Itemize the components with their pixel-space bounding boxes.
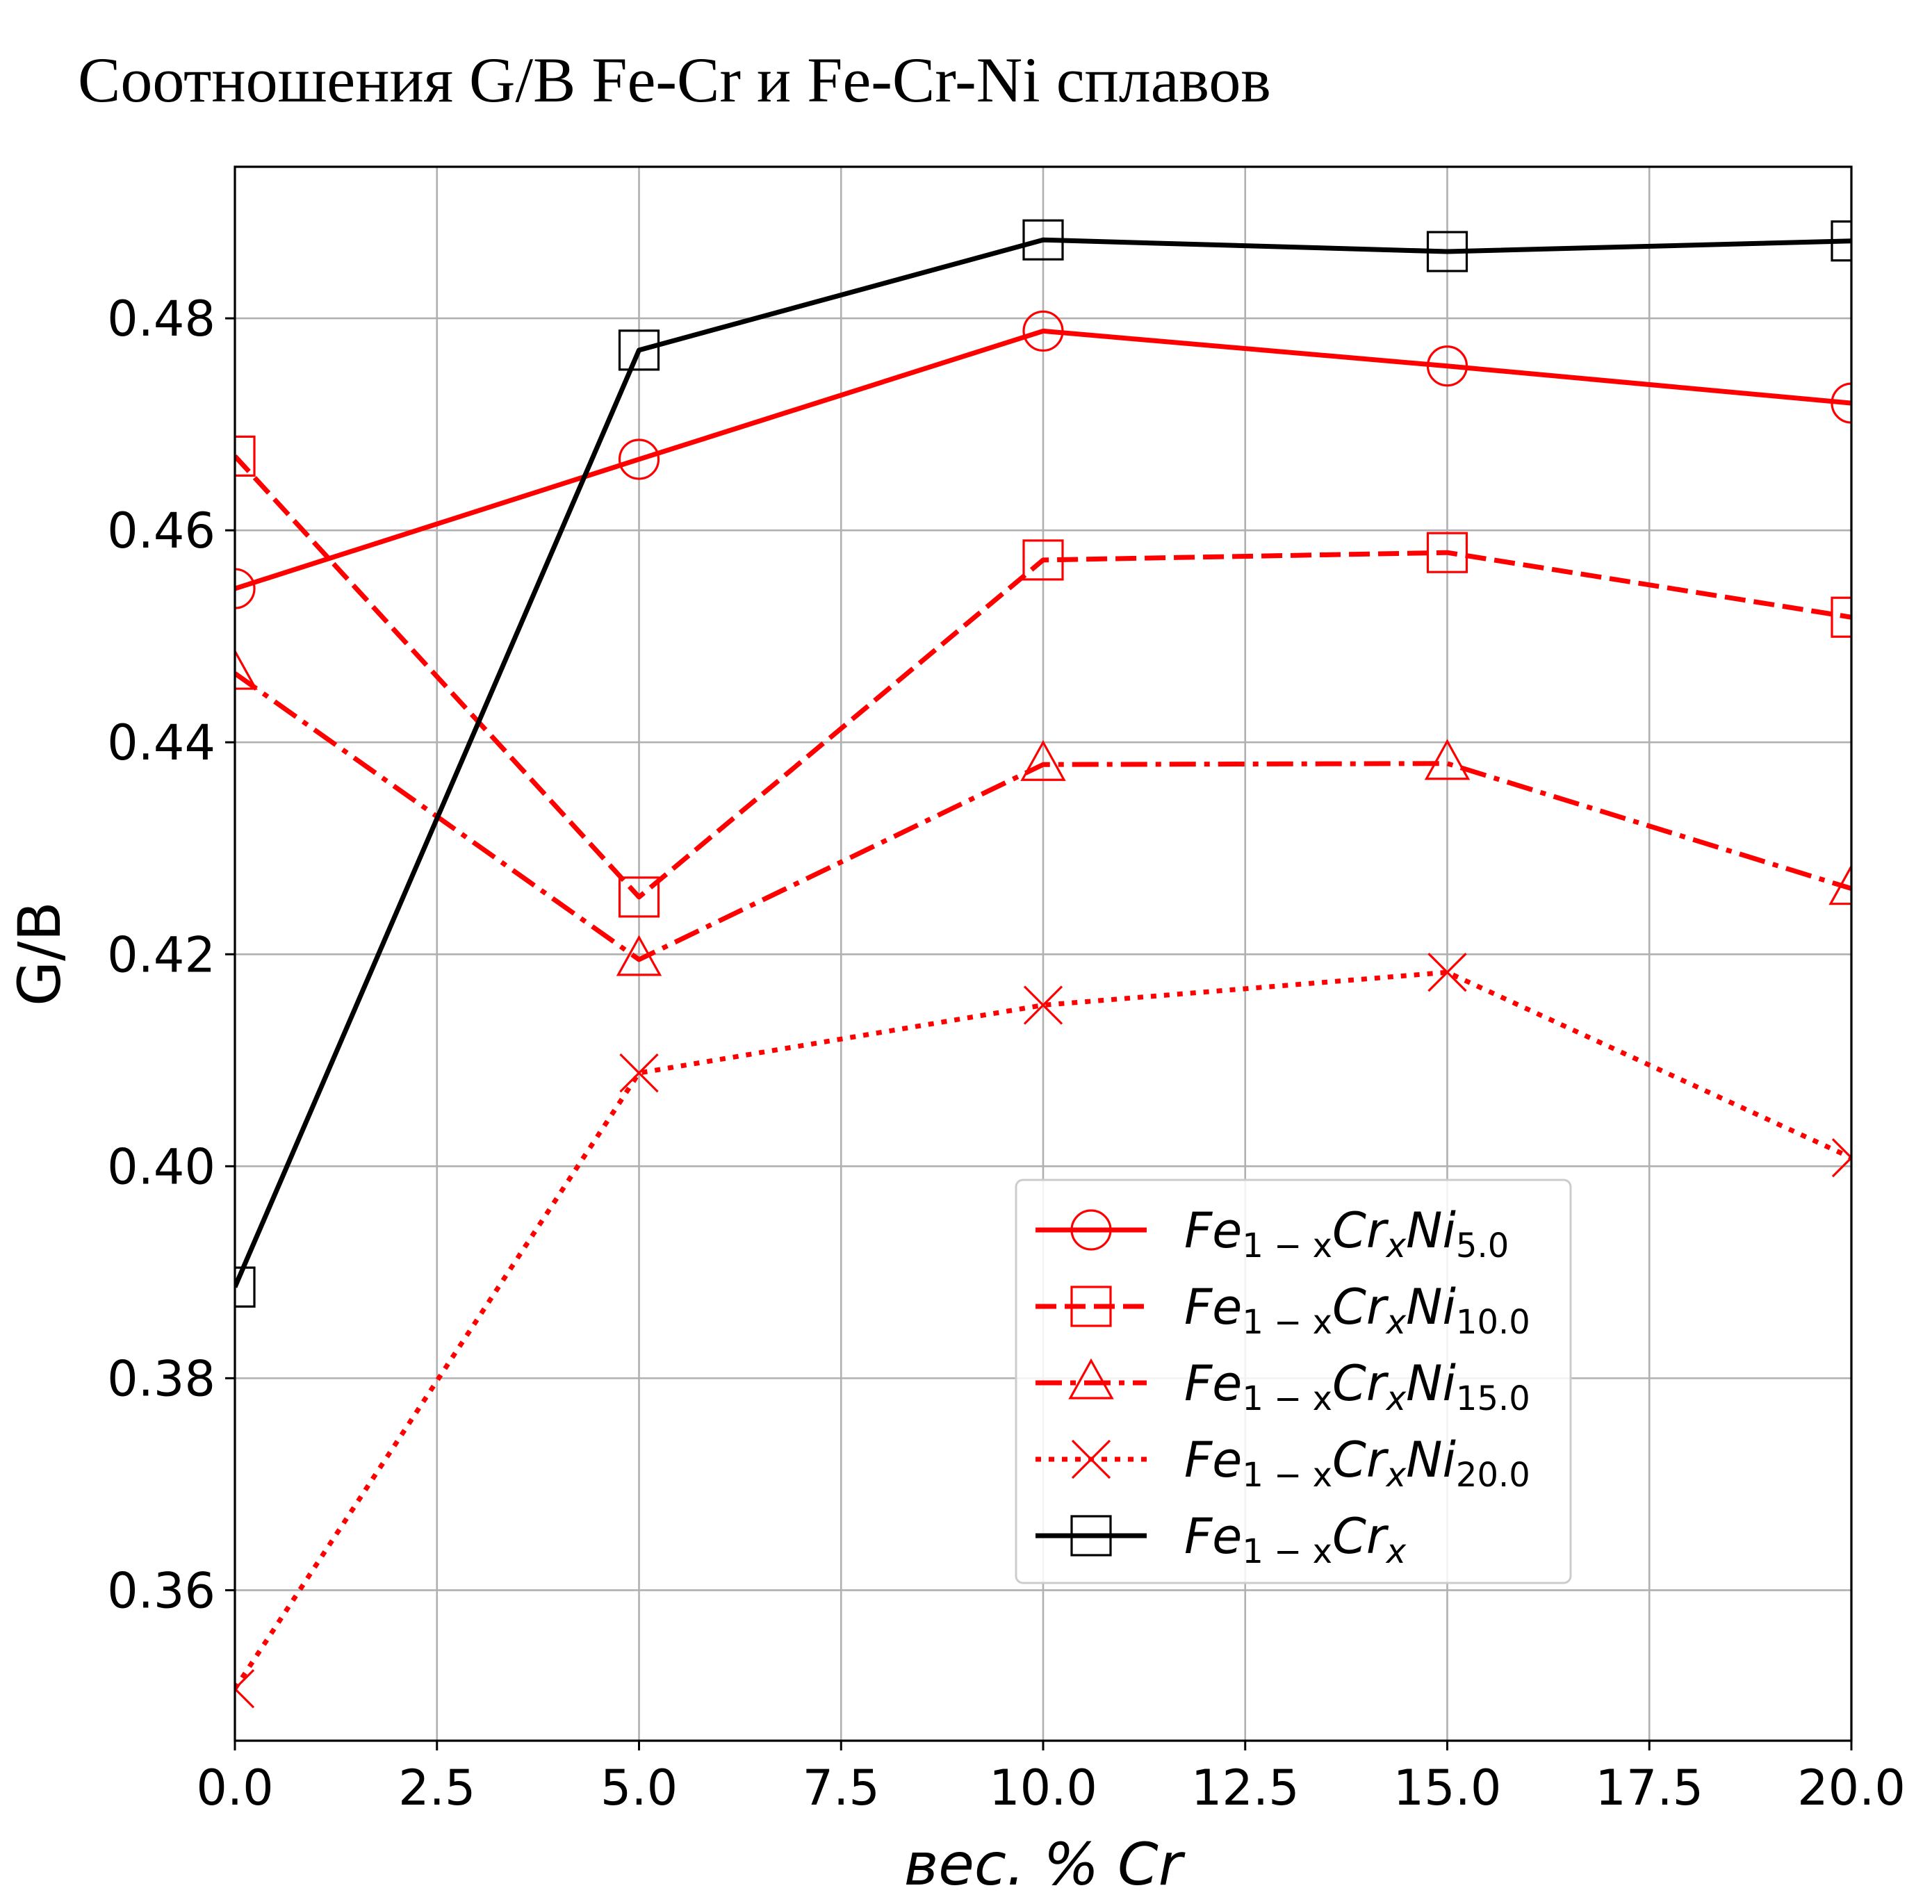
y-tick-label: 0.38: [107, 1350, 215, 1407]
ticks: 0.0 2.5 5.0 7.5 10.0 12.5 15.0 17.5 20.0 0.36 0.38…: [107, 290, 1906, 1816]
legend-subscript: x: [1385, 1226, 1407, 1265]
legend-subscript: 1 − x: [1242, 1379, 1332, 1418]
legend-subscript: 1 − x: [1242, 1226, 1332, 1265]
legend-text-part: Ni: [1406, 1431, 1456, 1488]
y-tick-label: 0.48: [107, 290, 215, 347]
legend-text-part: Ni: [1406, 1279, 1456, 1336]
x-tick-label: 15.0: [1393, 1759, 1502, 1816]
y-axis-label: G/B: [6, 901, 74, 1006]
x-tick-label: 7.5: [803, 1759, 880, 1816]
x-axis-label: вес. % Cr: [904, 1830, 1186, 1898]
legend-subscript: 1 − x: [1242, 1303, 1332, 1342]
x-tick-label: 17.5: [1595, 1759, 1703, 1816]
legend-text-part: Ni: [1406, 1355, 1456, 1412]
y-tick-label: 0.42: [107, 926, 215, 983]
legend-subscript: x: [1385, 1456, 1407, 1495]
legend-text-part: Cr: [1332, 1431, 1389, 1488]
y-tick-label: 0.40: [107, 1138, 215, 1195]
legend-text-part: Cr: [1332, 1279, 1389, 1336]
legend-subscript: x: [1385, 1532, 1407, 1571]
legend-text-part: Fe: [1184, 1202, 1242, 1259]
legend-subscript: x: [1385, 1379, 1407, 1418]
legend-text-part: Fe: [1184, 1431, 1242, 1488]
legend-subscript: 10.0: [1456, 1303, 1530, 1342]
legend-subscript: 5.0: [1456, 1226, 1509, 1265]
legend-text-part: Cr: [1332, 1508, 1389, 1565]
legend-text-part: Fe: [1184, 1355, 1242, 1412]
x-tick-label: 5.0: [600, 1759, 678, 1816]
legend-text-part: Fe: [1184, 1508, 1242, 1565]
legend-subscript: 20.0: [1456, 1456, 1530, 1495]
legend-subscript: 15.0: [1456, 1379, 1530, 1418]
x-tick-label: 12.5: [1191, 1759, 1300, 1816]
y-tick-label: 0.44: [107, 714, 215, 771]
y-tick-label: 0.36: [107, 1562, 215, 1619]
legend-subscript: x: [1385, 1303, 1407, 1342]
legend-text-part: Fe: [1184, 1279, 1242, 1336]
x-tick-label: 0.0: [196, 1759, 273, 1816]
legend-subscript: 1 − x: [1242, 1532, 1332, 1571]
y-tick-label: 0.46: [107, 502, 215, 559]
x-tick-label: 10.0: [989, 1759, 1097, 1816]
legend-text-part: Cr: [1332, 1355, 1389, 1412]
legend-text-part: Cr: [1332, 1202, 1389, 1259]
chart-plot: 0.0 2.5 5.0 7.5 10.0 12.5 15.0 17.5 20.0 0.36 0.38…: [0, 0, 1932, 1904]
legend-text-part: Ni: [1406, 1202, 1456, 1259]
x-tick-label: 2.5: [398, 1759, 475, 1816]
x-tick-label: 20.0: [1797, 1759, 1906, 1816]
legend-subscript: 1 − x: [1242, 1456, 1332, 1495]
